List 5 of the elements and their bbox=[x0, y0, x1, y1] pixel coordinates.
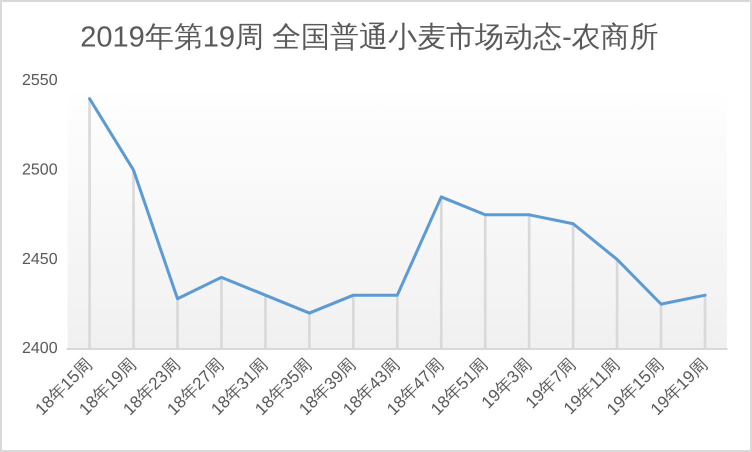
y-tick-label: 2550 bbox=[22, 72, 58, 90]
y-tick-label: 2450 bbox=[22, 250, 58, 268]
y-tick-label: 2400 bbox=[22, 340, 58, 358]
chart-title: 2019年第19周 全国普通小麦市场动态-农商所 bbox=[80, 21, 659, 54]
y-tick-label: 2500 bbox=[22, 162, 58, 179]
